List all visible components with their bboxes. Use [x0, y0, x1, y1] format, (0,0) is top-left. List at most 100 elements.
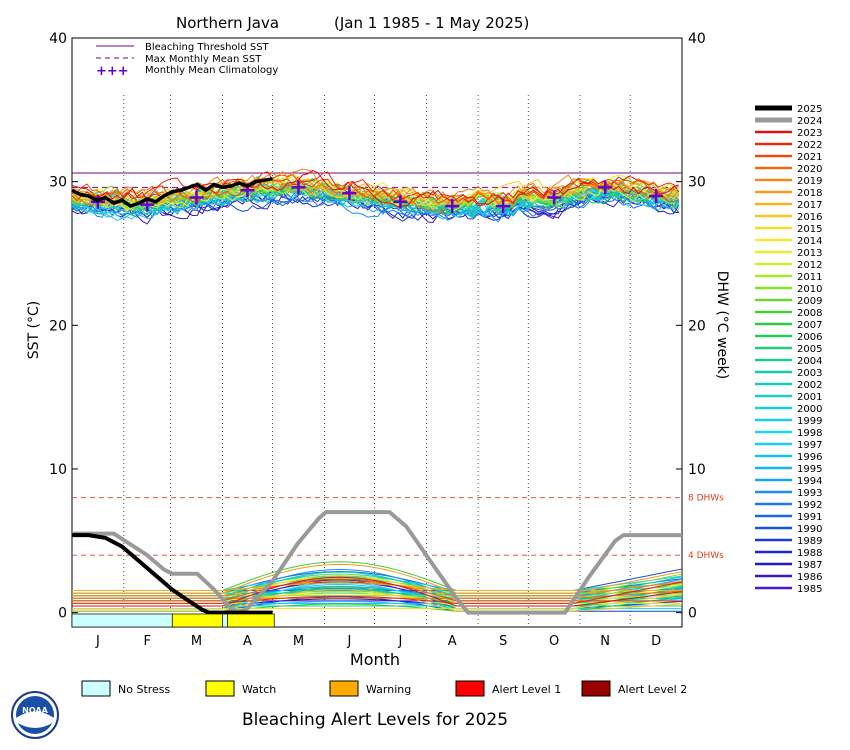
alert-legend-swatch — [81, 680, 111, 697]
year-legend-label: 2018 — [797, 188, 822, 199]
alert-bar-segment — [222, 613, 228, 628]
year-dhw-line — [72, 590, 683, 599]
x-axis-label: Month — [350, 650, 400, 669]
year-sst-line — [71, 174, 680, 212]
month-tick-label: J — [347, 634, 352, 649]
year-legend-label: 1993 — [797, 488, 822, 499]
noaa-logo: NOAA — [11, 691, 59, 739]
year-legend-label: 2016 — [797, 212, 822, 223]
month-tick-label: F — [143, 634, 150, 649]
legend-climatology-label: Monthly Mean Climatology — [145, 65, 278, 76]
y-axis-left: 0 10 20 30 40 — [49, 31, 78, 622]
year-dhw-line — [72, 581, 683, 604]
climatology-marker — [649, 189, 664, 204]
climatology-marker — [547, 190, 562, 205]
alert-legend-label: Alert Level 1 — [492, 683, 561, 696]
dhw-reference-label: 8 DHWs — [688, 494, 724, 504]
climatology-marker — [598, 180, 613, 195]
alert-legend-label: Watch — [242, 683, 276, 696]
y-tick-label-right: 10 — [688, 462, 706, 478]
month-tick-label: S — [499, 634, 507, 649]
year-legend-label: 1991 — [797, 512, 822, 523]
year-legend-label: 2010 — [797, 284, 822, 295]
climatology-marker — [445, 199, 460, 214]
year-sst-line — [71, 169, 679, 208]
year-legend-label: 1995 — [797, 464, 822, 475]
year-legend-label: 2017 — [797, 200, 822, 211]
year-dhw-line — [72, 593, 683, 610]
year-legend-label: 2006 — [797, 332, 822, 343]
alert-level-bar — [71, 613, 275, 628]
legend-mmm-label: Max Monthly Mean SST — [145, 54, 262, 65]
month-tick-label: J — [95, 634, 100, 649]
year-legend-label: 2009 — [797, 296, 822, 307]
y-tick-label-right: 40 — [688, 31, 706, 47]
reference-lines: 8 DHWs 4 DHWs — [72, 172, 724, 561]
month-gridlines — [123, 95, 631, 627]
legend-threshold-label: Bleaching Threshold SST — [145, 42, 270, 53]
year-legend-label: 2003 — [797, 368, 822, 379]
year-legend-label: 2020 — [797, 164, 822, 175]
historic-year-series — [71, 168, 683, 612]
y-tick-label-right: 0 — [688, 606, 697, 622]
month-tick-label: N — [600, 634, 610, 649]
year-legend-label: 1996 — [797, 452, 822, 463]
alert-legend: No Stress Watch Warning Alert Level 1 Alert … — [81, 680, 687, 697]
month-tick-label: A — [243, 634, 252, 649]
alert-legend-swatch — [205, 680, 235, 697]
year-legend-label: 1998 — [797, 428, 822, 439]
plot-frame — [71, 37, 683, 628]
year-legend-label: 1985 — [797, 584, 822, 595]
climatology-marker — [291, 180, 306, 195]
alert-legend-label: No Stress — [118, 683, 171, 696]
alert-legend-label: Warning — [366, 683, 411, 696]
y-axis-label-right: DHW (°C week) — [714, 271, 730, 380]
year-legend-label: 2001 — [797, 392, 822, 403]
year-legend-label: 2019 — [797, 176, 822, 187]
year-legend-label: 1987 — [797, 560, 822, 571]
series-2025-sst — [71, 177, 273, 209]
series-2025-dhw — [72, 533, 273, 615]
alert-legend-label: Alert Level 2 — [618, 683, 687, 696]
year-sst-line — [71, 171, 680, 207]
climatology-marker — [342, 186, 357, 201]
alert-legend-swatch — [329, 680, 359, 697]
y-tick-label-left: 0 — [58, 606, 67, 622]
climatology-marker — [189, 190, 204, 205]
year-legend-label: 2023 — [797, 128, 822, 139]
alert-bar-segment — [227, 613, 275, 628]
chart-title: Northern Java — [176, 14, 279, 32]
alert-legend-swatch — [455, 680, 485, 697]
climatology-marker — [393, 194, 408, 209]
highlight-series — [71, 177, 682, 615]
year-legend-label: 1989 — [797, 536, 822, 547]
year-legend-label: 2024 — [797, 116, 822, 127]
year-dhw-line — [72, 589, 683, 612]
year-legend-label: 2013 — [797, 248, 822, 259]
noaa-logo-text: NOAA — [22, 706, 48, 715]
year-legend-label: 1997 — [797, 440, 822, 451]
alert-bar-segment — [171, 613, 223, 628]
year-legend-label: 2008 — [797, 308, 822, 319]
y-tick-label-left: 30 — [49, 175, 67, 191]
year-legend-label: 2014 — [797, 236, 822, 247]
top-legend: Bleaching Threshold SST Max Monthly Mean… — [96, 42, 278, 79]
year-legend-label: 2005 — [797, 344, 822, 355]
year-dhw-line — [72, 576, 683, 607]
year-sst-line — [71, 175, 680, 208]
year-legend-label: 2021 — [797, 152, 822, 163]
y-tick-label-right: 20 — [688, 318, 706, 334]
year-legend-label: 1999 — [797, 416, 822, 427]
year-legend-label: 1986 — [797, 572, 822, 583]
alert-bar-segment — [71, 613, 173, 628]
year-legend-label: 2004 — [797, 356, 822, 367]
month-tick-label: M — [191, 634, 202, 649]
dhw-reference-label: 4 DHWs — [688, 551, 724, 561]
year-sst-line — [71, 182, 680, 223]
year-legend-label: 1992 — [797, 500, 822, 511]
year-legend-label: 2012 — [797, 260, 822, 271]
climatology-marker — [496, 199, 511, 214]
year-legend: 2025202420232022202120202019201820172016… — [755, 104, 822, 595]
month-tick-label: D — [651, 634, 661, 649]
